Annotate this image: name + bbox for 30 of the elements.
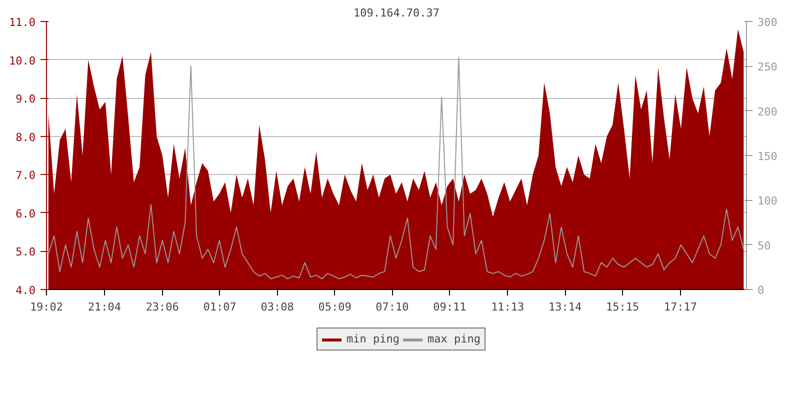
x-tick-label: 01:07	[203, 300, 236, 314]
y-tick-label: 9.0	[16, 92, 36, 106]
chart-title: 109.164.70.37	[353, 6, 440, 20]
x-tick-label: 07:10	[376, 300, 409, 314]
x-tick-label: 19:02	[30, 300, 64, 314]
x-tick-label: 11:13	[491, 300, 524, 314]
x-tick-label: 23:06	[146, 300, 179, 314]
y2-tick-label: 200	[758, 105, 778, 118]
x-tick-label: 09:11	[433, 300, 466, 314]
y2-tick-label: 250	[758, 60, 778, 74]
x-tick-label: 17:17	[664, 300, 698, 314]
x-tick-label: 15:15	[606, 300, 640, 314]
y2-tick-label: 100	[758, 194, 778, 208]
y2-tick-label: 50	[758, 239, 771, 252]
x-tick-label: 13:14	[548, 300, 582, 314]
y-tick-label: 7.0	[16, 169, 36, 182]
y2-tick-label: 150	[758, 150, 778, 163]
x-tick-label: 21:04	[88, 300, 122, 314]
legend-label: min ping	[346, 332, 400, 346]
y-tick-label: 11.0	[9, 16, 36, 29]
y-tick-label: 6.0	[16, 207, 36, 220]
y-tick-label: 10.0	[9, 54, 36, 68]
x-tick-label: 05:09	[318, 300, 352, 314]
y2-tick-label: 300	[758, 16, 778, 29]
x-tick-label: 03:08	[260, 300, 294, 314]
y2-tick-label: 0	[758, 284, 764, 297]
legend-label: max ping	[428, 332, 480, 346]
y-tick-label: 8.0	[16, 130, 36, 144]
y-tick-label: 5.0	[16, 246, 36, 259]
y-tick-label: 4.0	[16, 284, 36, 297]
